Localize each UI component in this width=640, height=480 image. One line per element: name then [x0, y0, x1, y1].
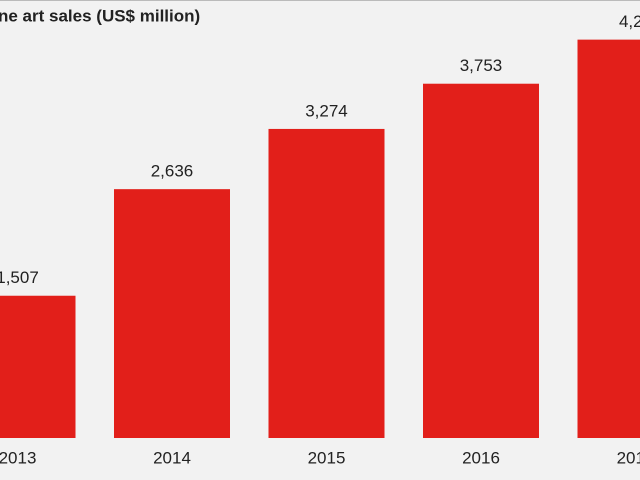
value-label: 3,753	[460, 56, 503, 75]
x-tick-label: 2017	[617, 448, 640, 467]
x-tick-label: 2016	[462, 448, 500, 467]
x-tick-label: 2014	[153, 448, 191, 467]
bar	[0, 295, 76, 438]
value-label: 1,507	[0, 268, 39, 287]
chart-title: ne art sales (US$ million)	[0, 6, 200, 25]
bar	[577, 39, 640, 439]
x-tick-label: 2013	[0, 448, 36, 467]
value-label: 2,636	[151, 162, 194, 181]
bar	[423, 83, 539, 438]
bar	[268, 128, 385, 439]
value-label: 4,22	[619, 12, 640, 31]
value-label: 3,274	[305, 101, 348, 120]
bar	[114, 189, 230, 438]
x-tick-label: 2015	[308, 448, 346, 467]
